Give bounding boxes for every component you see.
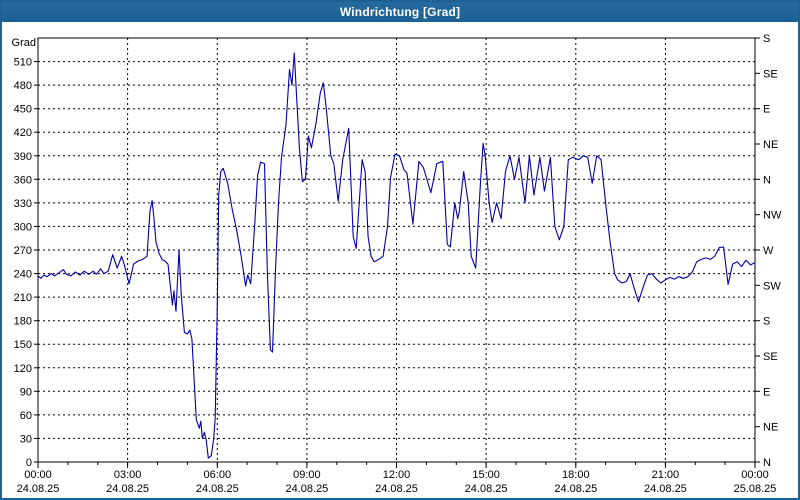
- wind-direction-line: [37, 52, 756, 459]
- y-axis-tick-label: 150: [14, 339, 32, 351]
- y2-axis-compass-label: W: [763, 245, 774, 257]
- y-axis-tick-label: 510: [14, 57, 32, 69]
- window-title: Windrichtung [Grad]: [339, 5, 461, 19]
- y-axis-tick-label: 240: [14, 269, 32, 281]
- y2-axis-compass-label: NW: [763, 210, 782, 222]
- x-axis-time-label: 06:00: [204, 469, 232, 481]
- x-axis-date-label: 25.08.25: [734, 483, 777, 495]
- x-axis-date-label: 24.08.25: [465, 483, 508, 495]
- y-axis-tick-label: 480: [14, 80, 32, 92]
- x-axis-date-label: 24.08.25: [375, 483, 418, 495]
- y-axis-tick-label: 360: [14, 174, 32, 186]
- y2-axis-compass-label: NE: [763, 139, 778, 151]
- x-axis-time-label: 21:00: [652, 469, 680, 481]
- y-axis-tick-label: 0: [26, 457, 32, 469]
- x-axis-time-label: 00:00: [741, 469, 769, 481]
- y-axis-tick-label: 180: [14, 316, 32, 328]
- y-axis-tick-label: 390: [14, 151, 32, 163]
- x-axis-date-label: 24.08.25: [554, 483, 597, 495]
- wind-direction-chart: 0 30 60 90 120 150 180 210 240 270 300 330 360 390 420…: [12, 33, 782, 495]
- chart-area: 0 30 60 90 120 150 180 210 240 270 300 330 360 390 420…: [2, 22, 798, 498]
- y-axis-tick-label: 210: [14, 292, 32, 304]
- y2-axis-compass-label: N: [763, 174, 771, 186]
- x-axis-date-label: 24.08.25: [644, 483, 687, 495]
- y2-axis-compass-label: E: [763, 104, 770, 116]
- y-axis-tick-label: 300: [14, 221, 32, 233]
- y2-axis-compass-label: SE: [763, 68, 778, 80]
- window-titlebar: Windrichtung [Grad]: [2, 2, 798, 22]
- y2-axis-compass-label: E: [763, 386, 770, 398]
- y-axis-tick-label: 120: [14, 363, 32, 375]
- x-axis-date-label: 24.08.25: [196, 483, 239, 495]
- y-axis-tick-label: 450: [14, 104, 32, 116]
- x-axis-date-label: 24.08.25: [285, 483, 328, 495]
- y-axis-tick-label: 90: [20, 386, 32, 398]
- x-axis-time-label: 03:00: [114, 469, 142, 481]
- y2-axis-compass-label: S: [763, 316, 770, 328]
- x-axis-time-label: 15:00: [472, 469, 500, 481]
- y-axis-tick-label: 60: [20, 410, 32, 422]
- y2-axis-compass-label: SE: [763, 351, 778, 363]
- x-axis-date-label: 24.08.25: [17, 483, 60, 495]
- y-axis-tick-label: 30: [20, 433, 32, 445]
- x-axis-time-label: 12:00: [383, 469, 411, 481]
- y-axis-tick-label: 270: [14, 245, 32, 257]
- y2-axis-compass-label: S: [763, 33, 770, 45]
- y-axis-title: Grad: [12, 37, 36, 49]
- y2-axis-compass-label: N: [763, 457, 771, 469]
- y2-axis-compass-label: NE: [763, 422, 778, 434]
- x-axis-date-label: 24.08.25: [106, 483, 149, 495]
- x-axis-time-label: 18:00: [562, 469, 590, 481]
- x-axis-time-label: 00:00: [24, 469, 52, 481]
- x-axis-time-label: 09:00: [293, 469, 321, 481]
- y2-axis-compass-label: SW: [763, 280, 781, 292]
- y-axis-tick-label: 420: [14, 127, 32, 139]
- y-axis-tick-label: 330: [14, 198, 32, 210]
